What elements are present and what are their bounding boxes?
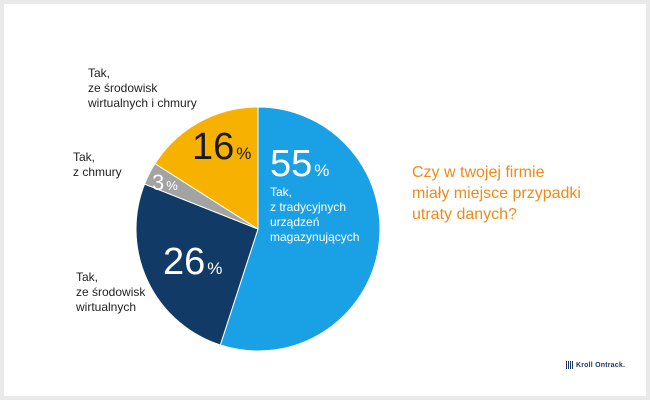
slice-virtual-and-cloud — [154, 106, 259, 230]
slice-virtual-environments — [135, 183, 259, 346]
slice-label-virtual-and-cloud: Tak, ze środowisk wirtualnych i chmury — [88, 66, 197, 110]
logo-mark-icon — [566, 361, 573, 369]
slice-label-traditional-storage: Tak, z tradycyjnych urządzeń magazynując… — [270, 185, 360, 244]
slice-value-virtual-and-cloud: 16% — [192, 126, 252, 168]
slice-value-virtual-environments: 26% — [163, 241, 223, 283]
slice-label-virtual-environments: Tak, ze środowisk wirtualnych — [76, 270, 146, 314]
slice-label-cloud: Tak, z chmury — [73, 150, 122, 179]
slice-traditional-storage — [219, 106, 381, 352]
slice-value-cloud: 3% — [152, 170, 178, 195]
kroll-ontrack-logo: Kroll Ontrack. — [566, 361, 625, 369]
chart-title: Czy w twojej firmie miały miejsce przypa… — [412, 164, 581, 223]
slice-value-traditional-storage: 55% — [270, 143, 330, 185]
logo-text: Kroll Ontrack. — [576, 361, 626, 369]
